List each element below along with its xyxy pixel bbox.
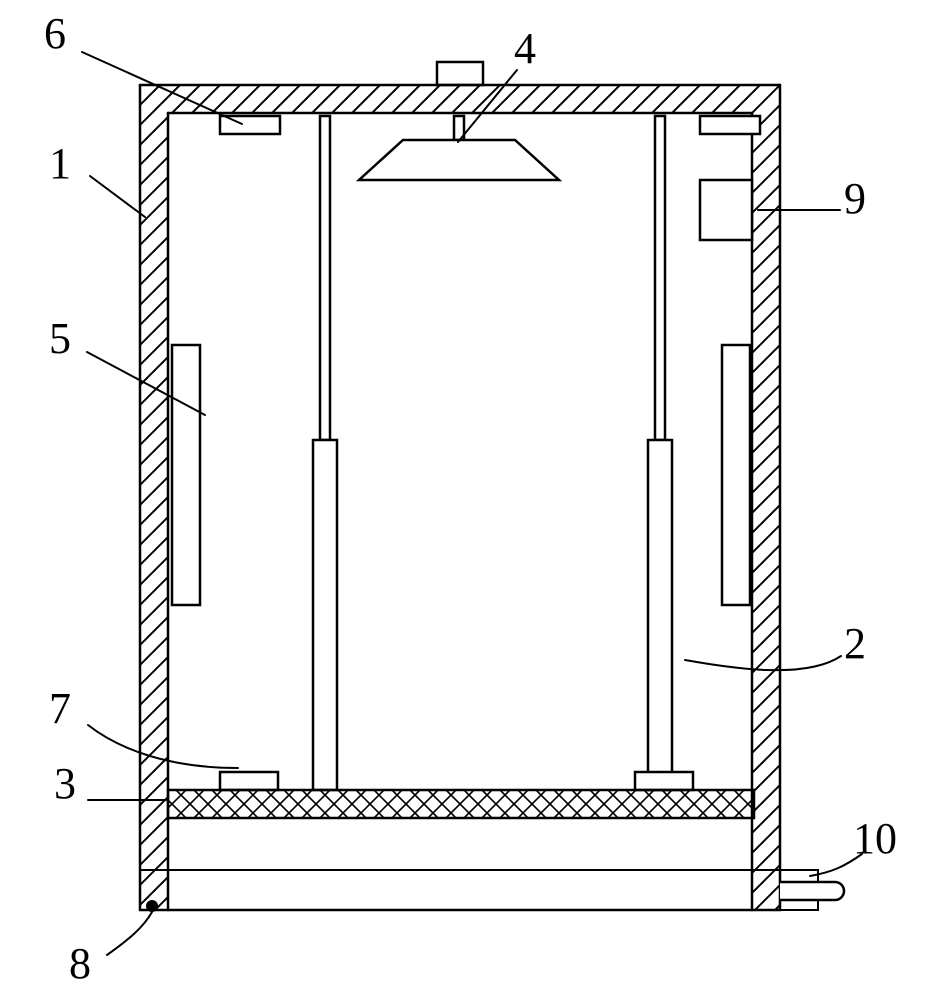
callout-label-1: 1 — [30, 138, 90, 189]
callout-label-4: 4 — [495, 23, 555, 74]
callout-label-5: 5 — [30, 313, 90, 364]
technical-diagram — [0, 0, 936, 1000]
callout-label-6: 6 — [25, 8, 85, 59]
callout-label-10: 10 — [845, 813, 905, 864]
callout-label-9: 9 — [825, 173, 885, 224]
callout-label-2: 2 — [825, 618, 885, 669]
callout-label-7: 7 — [30, 683, 90, 734]
callout-label-8: 8 — [50, 938, 110, 989]
callout-label-3: 3 — [35, 758, 95, 809]
